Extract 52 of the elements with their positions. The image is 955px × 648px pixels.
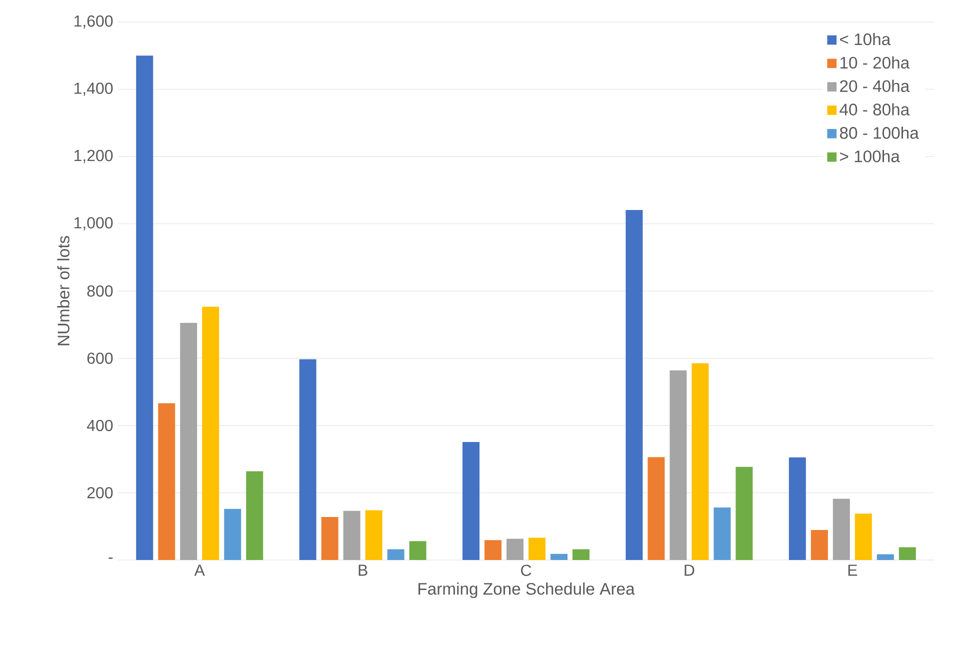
legend-label: 20 - 40ha [840, 80, 910, 92]
y-tick-label: 1,400 [74, 82, 113, 96]
y-axis-title: NUmber of lots [57, 236, 70, 346]
bar [692, 363, 709, 560]
bar [670, 370, 687, 560]
y-tick-label: 600 [87, 352, 113, 364]
bar [365, 510, 382, 560]
bar [648, 457, 665, 560]
x-tick-label: A [194, 564, 205, 576]
bar [788, 457, 806, 560]
bar [299, 359, 316, 560]
legend-label: 80 - 100ha [840, 126, 919, 139]
bar [854, 514, 872, 560]
legend-label: < 10ha [840, 32, 891, 46]
bar [876, 554, 894, 560]
bar [409, 541, 426, 560]
bar [180, 322, 198, 560]
bar [246, 471, 264, 560]
bar [898, 547, 916, 560]
y-tick-label: - [108, 558, 113, 559]
x-tick-label: B [358, 564, 368, 576]
bar [202, 306, 220, 560]
bar [224, 508, 242, 560]
legend-label: 10 - 20ha [840, 56, 910, 69]
bar [484, 540, 502, 560]
bar [550, 554, 568, 560]
bar [572, 549, 590, 560]
y-tick-label: 1,600 [74, 15, 113, 29]
y-tick-label: 200 [87, 487, 113, 498]
bar [714, 508, 731, 560]
legend-label: > 100ha [840, 150, 900, 162]
x-tick-label: E [848, 564, 858, 576]
y-tick-label: 1,000 [74, 217, 113, 230]
bar [158, 403, 176, 560]
bar [506, 538, 524, 560]
bar [321, 516, 338, 560]
bar [462, 442, 480, 560]
bar [528, 538, 546, 560]
y-tick-label: 800 [87, 285, 113, 297]
x-axis-title: Farming Zone Schedule Area [418, 582, 635, 598]
bar [343, 510, 360, 560]
x-tick-label: D [684, 564, 694, 576]
bar [736, 466, 753, 560]
y-tick-label: 400 [86, 420, 113, 432]
y-tick-label: 1,200 [74, 150, 113, 164]
bar [626, 210, 643, 560]
x-tick-label: C [521, 564, 532, 576]
bar [387, 549, 404, 560]
bar [810, 530, 828, 560]
bar [832, 498, 850, 560]
legend-label: 40 - 80ha [840, 103, 910, 116]
bar [136, 56, 154, 560]
